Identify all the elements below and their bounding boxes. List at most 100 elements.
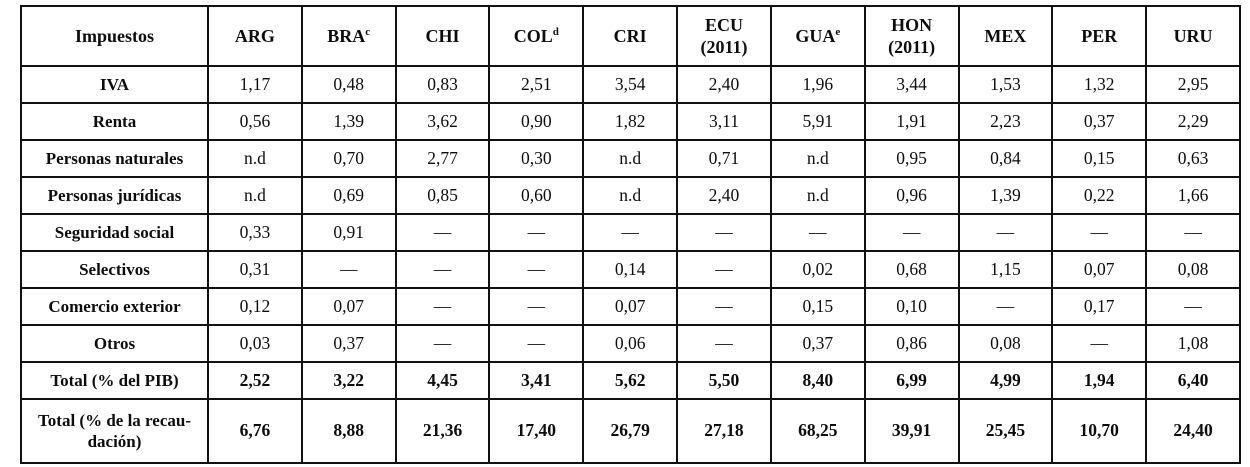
value-cell: 2,52 (207, 361, 303, 400)
row-label: IVA (20, 65, 209, 104)
column-header-year: (2011) (700, 37, 748, 57)
value-cell: 2,40 (676, 176, 772, 215)
value-cell: 0,68 (863, 250, 960, 289)
value-cell: 0,37 (300, 324, 397, 363)
row-label: Renta (20, 102, 209, 141)
value-cell: 3,11 (676, 102, 772, 141)
row-label: Otros (20, 324, 209, 363)
value-cell: 24,40 (1145, 398, 1241, 464)
value-cell: 0,37 (1051, 102, 1148, 141)
column-header-bra: BRAc (300, 5, 397, 67)
value-cell: — (488, 324, 585, 363)
value-cell: 0,90 (488, 102, 585, 141)
value-cell: 6,99 (863, 361, 960, 400)
row-label: Personas naturales (20, 139, 209, 178)
value-cell: 2,95 (1145, 65, 1241, 104)
value-cell: 0,31 (207, 250, 303, 289)
value-cell: 17,40 (488, 398, 585, 464)
value-cell: 5,62 (582, 361, 679, 400)
value-cell: 0,02 (769, 250, 866, 289)
value-cell: 0,14 (582, 250, 679, 289)
value-cell: — (676, 213, 772, 252)
value-cell: n.d (207, 139, 303, 178)
column-header-chi: CHI (394, 5, 491, 67)
row-label: Total (% de la recau- dación) (20, 398, 209, 464)
value-cell: 0,03 (207, 324, 303, 363)
value-cell: 0,22 (1051, 176, 1148, 215)
value-cell: 2,77 (394, 139, 491, 178)
row-label: Seguridad social (20, 213, 209, 252)
column-header-mex: MEX (957, 5, 1054, 67)
value-cell: 0,63 (1145, 139, 1241, 178)
value-cell: — (1051, 324, 1148, 363)
column-header-gua: GUAe (769, 5, 866, 67)
value-cell: 0,56 (207, 102, 303, 141)
value-cell: — (1145, 213, 1241, 252)
value-cell: 0,48 (300, 65, 397, 104)
value-cell: 0,17 (1051, 287, 1148, 326)
column-header-ecu: ECU (2011) (676, 5, 772, 67)
value-cell: n.d (769, 176, 866, 215)
value-cell: 1,82 (582, 102, 679, 141)
value-cell: 1,94 (1051, 361, 1148, 400)
column-header-cri: CRI (582, 5, 679, 67)
table-header: Impuestos ARG BRAc CHI COLd CRI ECU (2011) GUAe H… (20, 5, 1241, 67)
value-cell: 1,08 (1145, 324, 1241, 363)
row-label: Comercio exterior (20, 287, 209, 326)
value-cell: — (676, 250, 772, 289)
value-cell: — (488, 250, 585, 289)
table-row: Otros 0,03 0,37— —0,06—0,37 0,86 0,08—1,08 (20, 324, 1241, 363)
value-cell: 3,62 (394, 102, 491, 141)
value-cell: — (394, 324, 491, 363)
value-cell: 3,54 (582, 65, 679, 104)
value-cell: — (488, 287, 585, 326)
table-row: Comercio exterior 0,12 0,07— —0,07—0,15 0,10… (20, 287, 1241, 326)
value-cell: 3,41 (488, 361, 585, 400)
value-cell: 0,08 (957, 324, 1054, 363)
value-cell: 0,70 (300, 139, 397, 178)
value-cell: 6,76 (207, 398, 303, 464)
value-cell: 8,40 (769, 361, 866, 400)
value-cell: 0,84 (957, 139, 1054, 178)
column-header-uru: URU (1145, 5, 1241, 67)
value-cell: 1,39 (957, 176, 1054, 215)
value-cell: n.d (582, 176, 679, 215)
table-row: Personas jurídicas n.d 0,69 0,85 0,60 n.d 2,40… (20, 176, 1241, 215)
value-cell: — (1145, 287, 1241, 326)
value-cell: 0,06 (582, 324, 679, 363)
value-cell: 0,71 (676, 139, 772, 178)
value-cell: 0,08 (1145, 250, 1241, 289)
value-cell: n.d (582, 139, 679, 178)
value-cell: 25,45 (957, 398, 1054, 464)
value-cell: 4,99 (957, 361, 1054, 400)
value-cell: — (957, 287, 1054, 326)
value-cell: 5,91 (769, 102, 866, 141)
value-cell: 10,70 (1051, 398, 1148, 464)
value-cell: 3,22 (300, 361, 397, 400)
value-cell: 1,32 (1051, 65, 1148, 104)
footnote-marker: c (365, 25, 371, 38)
value-cell: — (676, 324, 772, 363)
value-cell: 1,39 (300, 102, 397, 141)
footnote-marker: d (552, 25, 559, 38)
column-header-arg: ARG (207, 5, 303, 67)
value-cell: 39,91 (863, 398, 960, 464)
table-row: Renta 0,56 1,39 3,62 0,90 1,82 3,11 5,91 1,91 2,2… (20, 102, 1241, 141)
value-cell: 2,23 (957, 102, 1054, 141)
table-row: Seguridad social 0,33 0,91— — — — — — — — — (20, 213, 1241, 252)
column-header-year: (2011) (888, 37, 936, 57)
value-cell: — (300, 250, 397, 289)
value-cell: 5,50 (676, 361, 772, 400)
table-row: Personas naturales n.d 0,70 2,77 0,30 n.d 0,71… (20, 139, 1241, 178)
value-cell: 21,36 (394, 398, 491, 464)
value-cell: 26,79 (582, 398, 679, 464)
value-cell: 0,10 (863, 287, 960, 326)
value-cell: — (863, 213, 960, 252)
row-label: Total (% del PIB) (20, 361, 209, 400)
value-cell: 1,15 (957, 250, 1054, 289)
value-cell: — (957, 213, 1054, 252)
column-header-impuestos: Impuestos (20, 5, 209, 67)
value-cell: — (394, 287, 491, 326)
row-label: Selectivos (20, 250, 209, 289)
